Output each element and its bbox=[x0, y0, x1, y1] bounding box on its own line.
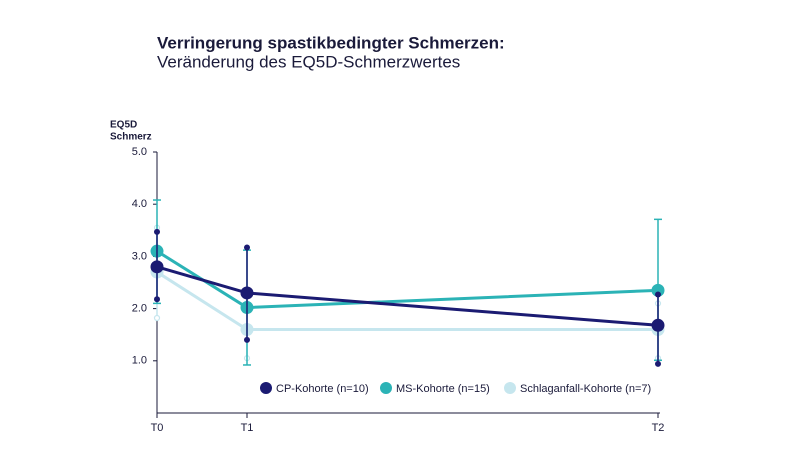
data-point bbox=[240, 286, 254, 300]
chart-subtitle: Veränderung des EQ5D-Schmerzwertes bbox=[157, 52, 460, 71]
y-tick-label: 3.0 bbox=[132, 250, 147, 262]
data-point bbox=[651, 318, 665, 332]
y-tick-label: 1.0 bbox=[132, 355, 147, 367]
data-point bbox=[150, 260, 164, 274]
error-end bbox=[154, 296, 160, 303]
legend-marker bbox=[504, 382, 516, 394]
chart-title: Verringerung spastikbedingter Schmerzen: bbox=[157, 33, 505, 52]
error-end bbox=[244, 336, 250, 343]
series-line bbox=[156, 265, 659, 327]
x-tick-label: T1 bbox=[241, 422, 254, 434]
y-axis-label: EQ5D bbox=[110, 120, 137, 131]
series-line bbox=[156, 249, 659, 310]
x-tick-label: T2 bbox=[652, 422, 665, 434]
error-end bbox=[154, 228, 160, 235]
legend-label: MS-Kohorte (n=15) bbox=[396, 383, 490, 395]
y-tick-label: 5.0 bbox=[132, 146, 147, 158]
y-tick-label: 2.0 bbox=[132, 303, 147, 315]
x-tick-label: T0 bbox=[151, 422, 164, 434]
error-end bbox=[153, 314, 161, 322]
error-end bbox=[244, 244, 250, 251]
data-point bbox=[651, 283, 665, 297]
error-end bbox=[655, 291, 661, 298]
error-end bbox=[655, 360, 661, 367]
y-axis-label: Schmerz bbox=[110, 132, 152, 143]
legend-label: Schlaganfall-Kohorte (n=7) bbox=[520, 383, 651, 395]
legend-marker bbox=[260, 382, 272, 394]
y-tick-label: 4.0 bbox=[132, 198, 147, 210]
legend-marker bbox=[380, 382, 392, 394]
legend-label: CP-Kohorte (n=10) bbox=[276, 383, 369, 395]
